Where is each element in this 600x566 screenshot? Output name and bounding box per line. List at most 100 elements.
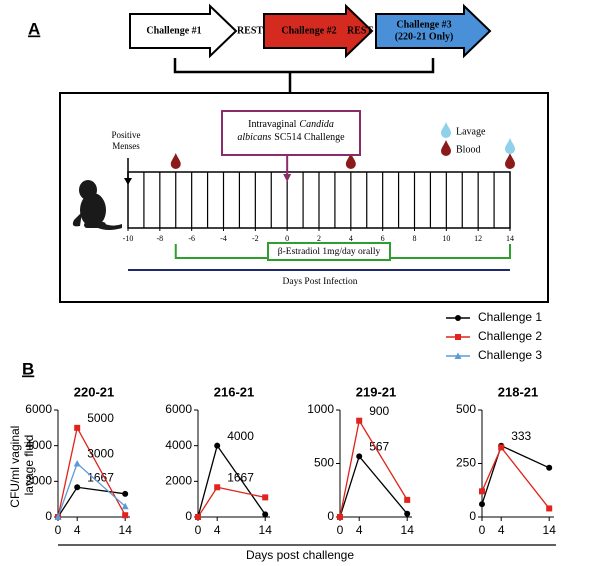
data-point xyxy=(455,334,461,340)
timeline-tick-label: 6 xyxy=(381,234,385,243)
challenge-arrowhead xyxy=(283,174,292,182)
chart-title: 220-21 xyxy=(74,384,114,399)
data-label: 3000 xyxy=(87,447,114,461)
legend-label: Blood xyxy=(456,144,480,155)
challenge-arrow xyxy=(129,3,238,59)
rest-label: REST xyxy=(347,25,373,36)
x-tick-label: 14 xyxy=(401,523,415,537)
bracket xyxy=(173,58,435,93)
x-tick-label: 4 xyxy=(356,523,363,537)
x-tick-label: 14 xyxy=(119,523,133,537)
y-tick-label: 500 xyxy=(314,456,334,470)
y-tick-label: 6000 xyxy=(165,402,192,416)
chart-title: 216-21 xyxy=(214,384,254,399)
y-tick-label: 4000 xyxy=(25,438,52,452)
timeline-tick-label: 14 xyxy=(506,234,514,243)
timeline-tick-label: 2 xyxy=(317,234,321,243)
x-tick-label: 0 xyxy=(479,523,486,537)
menses-label: Menses xyxy=(112,141,140,151)
challenge-text-part: Intravaginal xyxy=(248,119,297,130)
data-label: 900 xyxy=(369,404,389,418)
data-point xyxy=(121,502,129,510)
data-point xyxy=(74,484,81,491)
y-tick-label: 500 xyxy=(456,402,476,416)
data-point xyxy=(546,505,553,512)
estradiol-label: β-Estradiol 1mg/day orally xyxy=(278,247,381,257)
timeline-tick-label: 0 xyxy=(285,234,289,243)
x-tick-label: 14 xyxy=(259,523,273,537)
data-point xyxy=(404,496,411,503)
challenge-box xyxy=(221,110,361,156)
timeline-tick-label: -2 xyxy=(252,234,259,243)
x-tick-label: 0 xyxy=(195,523,202,537)
panel-label: B xyxy=(22,359,34,378)
legend-label: Challenge 3 xyxy=(478,348,542,362)
arrow-label: Challenge #2 xyxy=(281,25,336,36)
data-point xyxy=(479,501,485,508)
blood-drop xyxy=(170,153,181,169)
days-axis-label: Days Post Infection xyxy=(283,276,358,287)
timeline-box xyxy=(59,92,549,303)
chart-title: 219-21 xyxy=(356,384,396,399)
data-point xyxy=(337,514,343,520)
x-tick-label: 4 xyxy=(214,523,221,537)
menses-arrowhead xyxy=(124,178,132,185)
y-tick-label: 0 xyxy=(45,509,52,523)
y-tick-label: 4000 xyxy=(165,438,192,452)
arrow-label: Challenge #3 xyxy=(396,19,451,30)
y-axis-label: CFU/ml vaginal lavage fluid xyxy=(8,422,36,507)
data-label: 1667 xyxy=(227,470,254,484)
timeline-tick-label: -6 xyxy=(188,234,195,243)
chart-title: 218-21 xyxy=(498,384,538,399)
data-point xyxy=(262,494,269,501)
data-point xyxy=(404,510,411,517)
timeline-tick-label: 10 xyxy=(442,234,450,243)
x-tick-label: 0 xyxy=(337,523,344,537)
y-tick-label: 0 xyxy=(469,509,476,523)
data-point xyxy=(73,460,81,467)
y-tick-label: 0 xyxy=(185,509,192,523)
estradiol-box xyxy=(267,242,391,261)
data-point xyxy=(356,453,363,460)
data-label: 567 xyxy=(369,440,389,454)
timeline-tick-label: 12 xyxy=(474,234,482,243)
x-tick-label: 4 xyxy=(498,523,505,537)
data-point xyxy=(479,488,485,495)
x-tick-label: 4 xyxy=(74,523,81,537)
y-axis-label-line: lavage fluid xyxy=(22,435,36,496)
data-point xyxy=(455,315,461,321)
blood-drop xyxy=(345,153,356,169)
data-point xyxy=(122,512,129,519)
data-point xyxy=(356,417,363,424)
panel-label: A xyxy=(28,19,40,38)
data-point xyxy=(214,442,221,449)
y-tick-label: 0 xyxy=(327,509,334,523)
x-axis-label: Days post challenge xyxy=(246,548,354,562)
legend-label: Challenge 2 xyxy=(478,329,542,343)
legend-label: Challenge 1 xyxy=(478,310,542,324)
y-tick-label: 2000 xyxy=(165,474,192,488)
series-line xyxy=(197,486,266,518)
series-line xyxy=(57,486,126,518)
monkey-icon xyxy=(72,180,122,230)
data-label: 4000 xyxy=(227,429,254,443)
lavage-drop xyxy=(505,138,515,154)
timeline-tick-label: -4 xyxy=(220,234,227,243)
data-label: 1667 xyxy=(87,470,114,484)
legend-drop xyxy=(441,140,451,156)
data-label: 5000 xyxy=(87,411,114,425)
y-axis-label-line: CFU/ml vaginal xyxy=(8,426,22,508)
data-point xyxy=(214,484,221,491)
y-tick-label: 250 xyxy=(456,456,476,470)
timeline-tick-label: -8 xyxy=(156,234,163,243)
data-point xyxy=(195,514,201,520)
blood-drop xyxy=(505,153,515,169)
challenge-arrow xyxy=(375,3,492,59)
timeline-tick-label: 8 xyxy=(413,234,417,243)
data-point xyxy=(262,511,269,518)
timeline-tick-label: 4 xyxy=(349,234,353,243)
x-tick-label: 0 xyxy=(55,523,62,537)
y-tick-label: 1000 xyxy=(307,402,334,416)
data-point xyxy=(454,352,462,359)
